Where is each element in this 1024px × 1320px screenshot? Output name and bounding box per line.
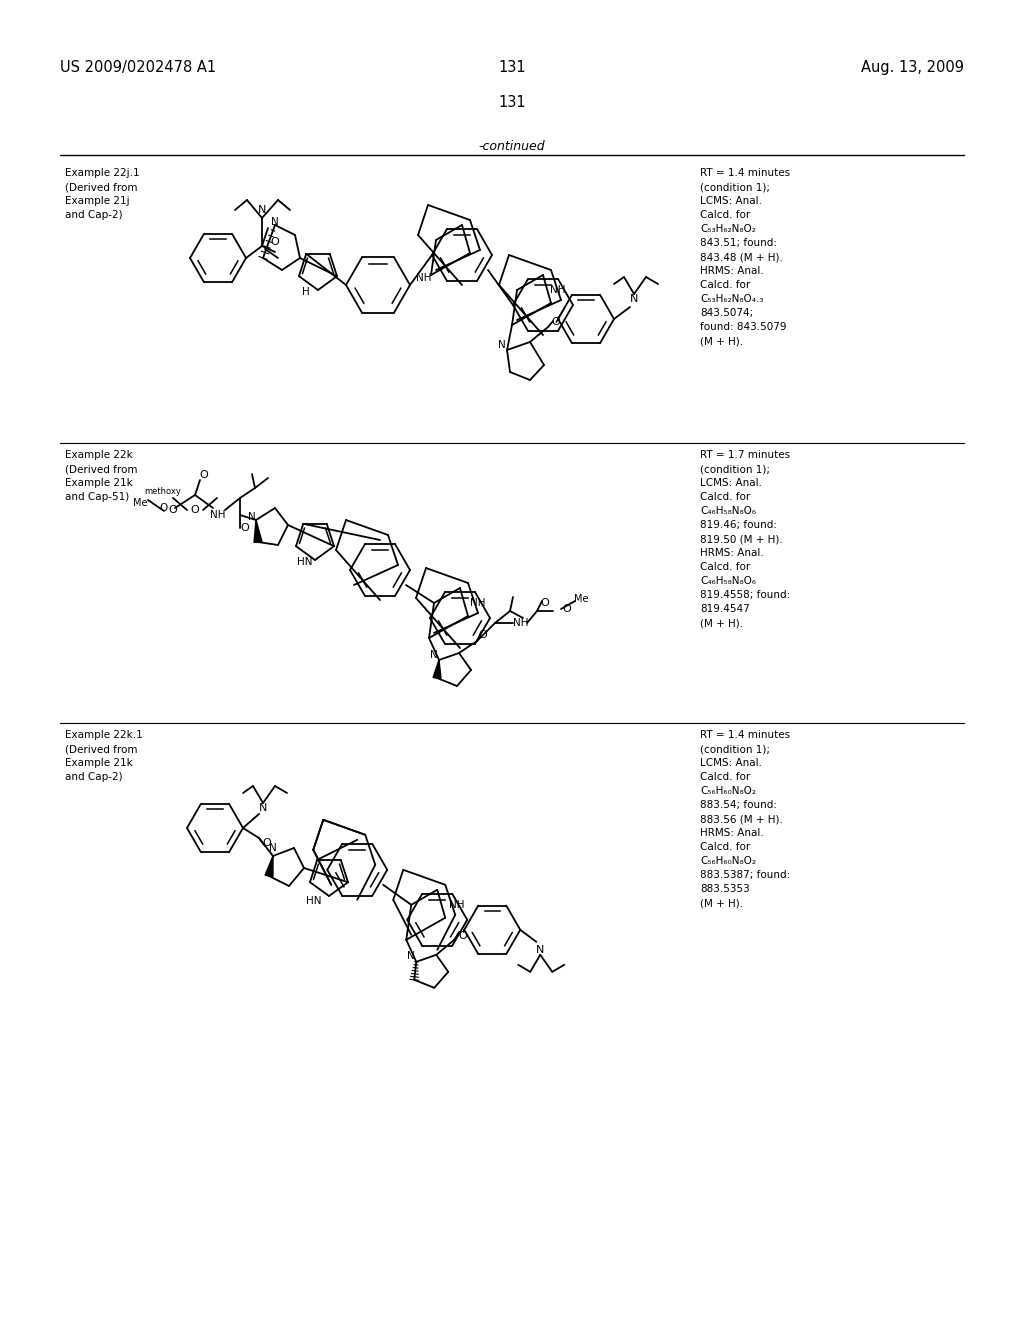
Text: Aug. 13, 2009: Aug. 13, 2009	[861, 59, 964, 75]
Text: N: N	[259, 803, 267, 813]
Text: NH: NH	[210, 510, 225, 520]
Text: 131: 131	[499, 59, 525, 75]
Text: O: O	[169, 506, 177, 515]
Text: NH: NH	[450, 900, 465, 909]
Text: O: O	[552, 317, 560, 327]
Text: NH: NH	[417, 273, 432, 282]
Text: O: O	[160, 503, 168, 513]
Text: N: N	[498, 341, 506, 350]
Text: O: O	[262, 838, 271, 847]
Text: O: O	[458, 931, 467, 941]
Text: US 2009/0202478 A1: US 2009/0202478 A1	[60, 59, 216, 75]
Text: H: H	[302, 286, 310, 297]
Text: N: N	[430, 649, 438, 660]
Text: N: N	[248, 512, 256, 521]
Text: RT = 1.7 minutes
(condition 1);
LCMS: Anal.
Calcd. for
C₄₆H₅₈N₈O₆
819.46; found:: RT = 1.7 minutes (condition 1); LCMS: An…	[700, 450, 791, 628]
Text: NH: NH	[470, 598, 485, 609]
Text: N: N	[537, 945, 545, 954]
Text: O: O	[190, 506, 200, 515]
Text: Example 22j.1
(Derived from
Example 21j
and Cap-2): Example 22j.1 (Derived from Example 21j …	[65, 168, 139, 220]
Polygon shape	[433, 660, 441, 678]
Text: O: O	[200, 470, 208, 480]
Text: Me: Me	[573, 594, 588, 605]
Text: RT = 1.4 minutes
(condition 1);
LCMS: Anal.
Calcd. for
C₅₆H₆₀N₈O₂
883.54; found:: RT = 1.4 minutes (condition 1); LCMS: An…	[700, 730, 791, 908]
Text: HN: HN	[306, 896, 322, 906]
Text: O: O	[562, 605, 571, 614]
Text: O: O	[541, 598, 550, 609]
Text: HN: HN	[297, 557, 312, 568]
Polygon shape	[265, 855, 273, 876]
Text: N: N	[271, 216, 279, 227]
Text: O: O	[241, 523, 250, 533]
Polygon shape	[254, 520, 262, 543]
Text: Example 22k
(Derived from
Example 21k
and Cap-51): Example 22k (Derived from Example 21k an…	[65, 450, 137, 502]
Text: O: O	[478, 630, 487, 640]
Text: N: N	[408, 950, 415, 961]
Text: NH: NH	[513, 618, 528, 628]
Text: N: N	[258, 205, 266, 215]
Text: N: N	[269, 843, 276, 853]
Text: -continued: -continued	[478, 140, 546, 153]
Text: 131: 131	[499, 95, 525, 110]
Text: N: N	[630, 294, 638, 304]
Text: NH: NH	[550, 285, 565, 294]
Text: Me: Me	[133, 498, 147, 508]
Text: methoxy: methoxy	[144, 487, 181, 496]
Text: RT = 1.4 minutes
(condition 1);
LCMS: Anal.
Calcd. for
C₅₃H₆₂N₈O₂
843.51; found:: RT = 1.4 minutes (condition 1); LCMS: An…	[700, 168, 791, 346]
Text: O: O	[270, 238, 280, 247]
Text: Example 22k.1
(Derived from
Example 21k
and Cap-2): Example 22k.1 (Derived from Example 21k …	[65, 730, 142, 781]
